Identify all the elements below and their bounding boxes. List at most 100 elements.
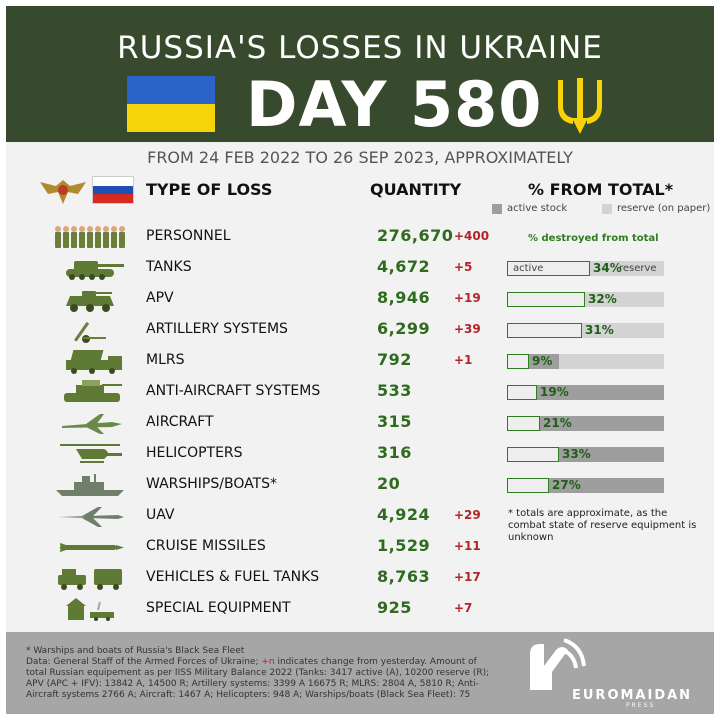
trident-icon (558, 78, 602, 134)
loss-quantity: 315 (377, 412, 412, 431)
loss-delta: +5 (454, 260, 473, 274)
bar-active-tag: active (513, 263, 544, 274)
loss-type-label: ANTI-AIRCRAFT SYSTEMS (146, 383, 321, 399)
legend-active: active stock (492, 203, 567, 214)
loss-quantity: 8,946 (377, 288, 431, 307)
bar-percent-label: 34% (593, 261, 622, 275)
russian-emblem-icon (40, 180, 86, 204)
brand-name: EUROMAIDAN (572, 688, 693, 703)
table-row: APV 8,946 +19 32% (6, 284, 714, 315)
date-range: FROM 24 FEB 2022 TO 26 SEP 2023, APPROXI… (147, 148, 573, 167)
percent-bar: active reserve 34% (507, 261, 664, 276)
aircraft-icon (62, 414, 122, 434)
bar-reserve-tag: reserve (619, 263, 657, 274)
bar-active-segment (507, 416, 664, 431)
loss-type-label: UAV (146, 507, 175, 523)
russia-flag-icon (92, 176, 134, 204)
bar-destroyed-segment (507, 447, 559, 462)
column-header-percent: % FROM TOTAL* (528, 180, 674, 199)
loss-quantity: 276,670 (377, 226, 454, 245)
day-counter: DAY 580 (246, 68, 543, 141)
loss-quantity: 4,672 (377, 257, 431, 276)
table-row: CRUISE MISSILES 1,529 +11 (6, 532, 714, 563)
bar-percent-label: 27% (552, 478, 581, 492)
column-header-quantity: QUANTITY (370, 180, 462, 199)
bar-destroyed-segment (507, 478, 549, 493)
loss-quantity: 6,299 (377, 319, 431, 338)
loss-delta: +17 (454, 570, 481, 584)
loss-quantity: 316 (377, 443, 412, 462)
bar-destroyed-segment (507, 354, 529, 369)
table-row: UAV 4,924 +29 (6, 501, 714, 532)
table-row: MLRS 792 +1 9% (6, 346, 714, 377)
tank-icon (66, 261, 124, 280)
loss-quantity: 8,763 (377, 567, 431, 586)
loss-type-label: APV (146, 290, 174, 306)
loss-type-label: MLRS (146, 352, 185, 368)
missile-icon (60, 543, 124, 552)
table-row: PERSONNEL 276,670 +400 (6, 222, 714, 253)
legend-reserve: reserve (on paper) (602, 203, 710, 214)
loss-delta: +29 (454, 508, 481, 522)
bar-percent-label: 32% (588, 292, 617, 306)
loss-type-label: CRUISE MISSILES (146, 538, 266, 554)
table-row: AIRCRAFT 315 21% (6, 408, 714, 439)
loss-delta: +19 (454, 291, 481, 305)
warship-icon (56, 474, 124, 496)
loss-delta: +11 (454, 539, 481, 553)
bar-percent-label: 21% (543, 416, 572, 430)
percent-bar: 32% (507, 292, 664, 307)
loss-quantity: 533 (377, 381, 412, 400)
table-row: HELICOPTERS 316 33% (6, 439, 714, 470)
bar-destroyed-segment (507, 323, 582, 338)
loss-delta: +7 (454, 601, 473, 615)
page-title: RUSSIA'S LOSSES IN UKRAINE (117, 30, 603, 66)
table-row: WARSHIPS/BOATS* 20 27% (6, 470, 714, 501)
loss-type-label: PERSONNEL (146, 228, 231, 244)
loss-type-label: AIRCRAFT (146, 414, 214, 430)
loss-quantity: 792 (377, 350, 412, 369)
percent-bar: 33% (507, 447, 664, 462)
footer-notes: * Warships and boats of Russia's Black S… (26, 646, 490, 700)
loss-type-label: WARSHIPS/BOATS* (146, 476, 278, 492)
header: RUSSIA'S LOSSES IN UKRAINE DAY 580 (6, 6, 714, 142)
loss-type-label: HELICOPTERS (146, 445, 243, 461)
soldiers-icon (55, 226, 125, 248)
bar-percent-label: 9% (532, 354, 553, 368)
bar-active-segment (507, 385, 664, 400)
main-content: FROM 24 FEB 2022 TO 26 SEP 2023, APPROXI… (6, 142, 714, 632)
table-row: VEHICLES & FUEL TANKS 8,763 +17 (6, 563, 714, 594)
loss-delta: +1 (454, 353, 473, 367)
loss-type-label: VEHICLES & FUEL TANKS (146, 569, 320, 585)
footer: * Warships and boats of Russia's Black S… (6, 632, 714, 714)
apv-icon (66, 291, 114, 312)
loss-quantity: 925 (377, 598, 412, 617)
bar-destroyed-segment (507, 261, 590, 276)
loss-quantity: 1,529 (377, 536, 431, 555)
special-equipment-icon (66, 598, 114, 621)
totals-note: * totals are approximate, as the combat … (508, 508, 697, 543)
table-row: SPECIAL EQUIPMENT 925 +7 (6, 594, 714, 625)
percent-bar: 9% (507, 354, 664, 369)
bar-percent-label: 19% (540, 385, 569, 399)
brand-sub: PRESS (626, 702, 656, 709)
ukraine-flag-icon (127, 76, 215, 132)
helicopter-icon (60, 444, 122, 463)
bar-percent-label: 33% (562, 447, 591, 461)
table-row: TANKS 4,672 +5 active reserve 34% (6, 253, 714, 284)
loss-delta: +400 (454, 229, 490, 243)
loss-type-label: ARTILLERY SYSTEMS (146, 321, 288, 337)
bar-percent-label: 31% (585, 323, 614, 337)
anti-aircraft-icon (64, 380, 122, 402)
artillery-icon (74, 321, 106, 343)
table-row: ANTI-AIRCRAFT SYSTEMS 533 19% (6, 377, 714, 408)
destroyed-note: % destroyed from total (528, 233, 659, 244)
loss-quantity: 4,924 (377, 505, 431, 524)
loss-type-label: SPECIAL EQUIPMENT (146, 600, 291, 616)
percent-bar: 27% (507, 478, 664, 493)
loss-type-label: TANKS (146, 259, 192, 275)
vehicles-icon (58, 569, 122, 590)
uav-icon (58, 507, 124, 527)
table-row: ARTILLERY SYSTEMS 6,299 +39 31% (6, 315, 714, 346)
